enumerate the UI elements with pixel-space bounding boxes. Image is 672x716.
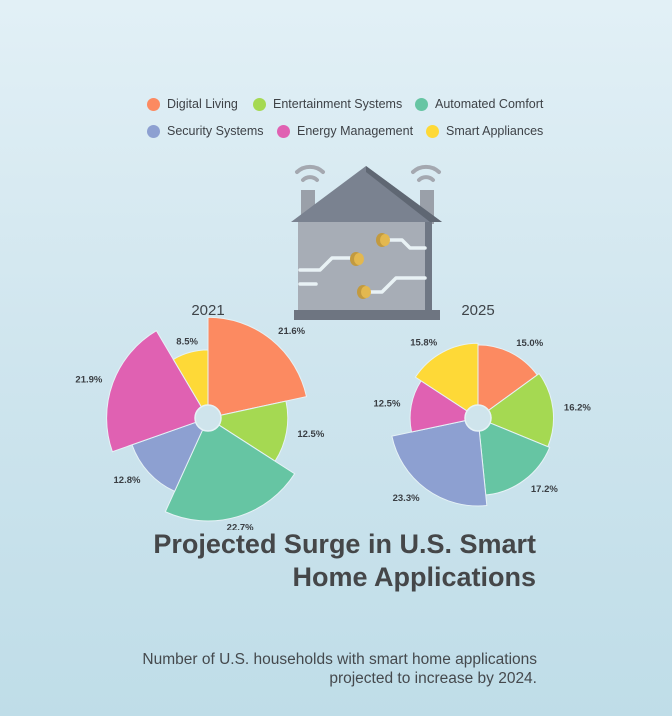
legend-swatch [147, 124, 160, 138]
data-label-2025: 12.5% [373, 398, 400, 409]
legend-label: Security Systems [167, 124, 264, 138]
legend: Digital Living Entertainment Systems Aut… [0, 0, 672, 150]
page-title: Projected Surge in U.S. Smart Home Appli… [153, 529, 536, 592]
data-label-2025: 15.8% [410, 338, 437, 349]
data-label-2025: 23.3% [393, 493, 420, 504]
data-label-2021: 12.8% [114, 475, 141, 486]
data-label-2025: 15.0% [516, 338, 543, 349]
smart-house-icon [291, 164, 442, 320]
legend-label: Entertainment Systems [273, 97, 403, 111]
legend-swatch [426, 124, 439, 138]
data-label-2025: 17.2% [531, 484, 558, 495]
legend-item-energy-management: Energy Management [277, 124, 413, 138]
legend-item-smart-appliances: Smart Appliances [426, 124, 543, 138]
legend-swatch [277, 124, 290, 138]
donut-hole [194, 404, 222, 432]
rose-charts: 2021 21.6% 12.5% 22.7% 12.8% 21.9% 8.5% 2025 15.… [75, 302, 591, 530]
data-label-2021: 21.6% [278, 326, 305, 337]
data-label-2021: 22.7% [227, 522, 254, 530]
legend-item-digital-living: Digital Living [147, 97, 238, 111]
data-label-2021: 12.5% [297, 429, 324, 440]
chart-title-2021: 2021 [191, 302, 224, 319]
data-label-2021: 8.5% [176, 337, 198, 348]
page-subtitle: Number of U.S. households with smart hom… [142, 651, 537, 687]
legend-swatch [253, 97, 266, 111]
data-label-2021: 21.9% [75, 375, 102, 386]
donut-hole [464, 404, 492, 432]
legend-label: Automated Comfort [435, 97, 544, 111]
legend-item-automated-comfort: Automated Comfort [415, 97, 543, 111]
legend-label: Digital Living [167, 97, 238, 111]
legend-swatch [415, 97, 428, 111]
legend-swatch [147, 97, 160, 111]
legend-label: Energy Management [297, 124, 414, 138]
data-label-2025: 16.2% [564, 403, 591, 414]
chart-title-2025: 2025 [461, 302, 494, 319]
legend-item-entertainment-systems: Entertainment Systems [253, 97, 402, 111]
legend-label: Smart Appliances [446, 124, 544, 138]
legend-item-security-systems: Security Systems [147, 124, 264, 138]
